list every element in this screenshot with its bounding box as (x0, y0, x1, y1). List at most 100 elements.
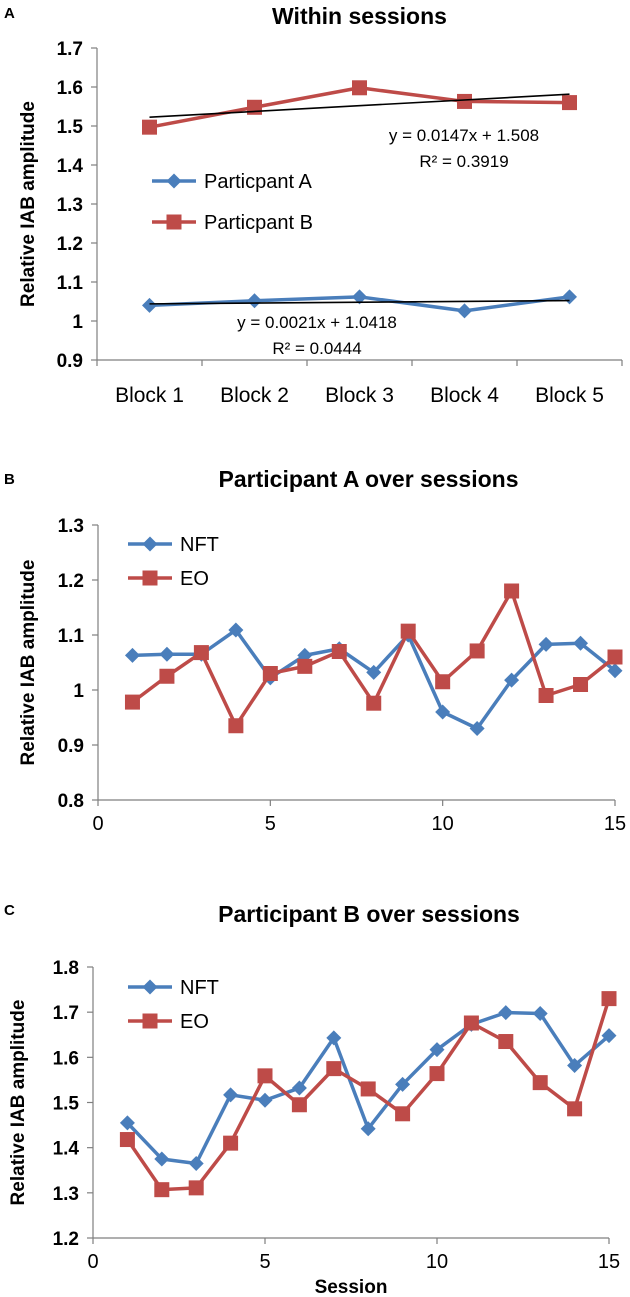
data-point (154, 1182, 170, 1198)
x-tick-label: Block 1 (115, 384, 184, 407)
legend-symbol-marker (166, 214, 182, 230)
legend-symbol-marker (166, 173, 182, 189)
trendline (149, 93, 570, 118)
chart-participant-b-over-sessions: C Participant B over sessions Relative IAB… (4, 901, 620, 1297)
data-point (532, 1006, 548, 1022)
data-point (331, 644, 347, 659)
data-point (435, 704, 451, 720)
x-tick-label: 15 (604, 813, 626, 835)
y-tick-label: 1.4 (57, 156, 84, 177)
data-point (573, 635, 589, 651)
data-point (463, 1015, 479, 1031)
y-tick-label: 1.5 (57, 117, 84, 138)
data-point (326, 1030, 342, 1046)
data-point (429, 1042, 445, 1058)
data-point (538, 688, 554, 703)
series-eo (124, 583, 623, 734)
data-point (395, 1106, 411, 1122)
data-point (366, 664, 382, 680)
data-point (498, 1005, 514, 1021)
x-tick-label: 0 (92, 813, 103, 835)
data-point (188, 1155, 204, 1171)
legend-symbol-marker (142, 1013, 158, 1029)
legend-label: Particpant A (204, 171, 313, 193)
data-point (395, 1076, 411, 1092)
trendline-equation: y = 0.0147x + 1.508 (389, 126, 539, 145)
legend-symbol-marker (142, 570, 158, 586)
x-axis-label: Session (320, 839, 393, 840)
series-nft (119, 1005, 617, 1171)
data-point (223, 1087, 239, 1103)
data-point (124, 694, 140, 710)
data-point (601, 991, 617, 1007)
data-point (247, 99, 262, 115)
data-point (567, 1057, 583, 1073)
data-point (193, 645, 209, 661)
data-point (562, 289, 577, 305)
y-tick-label: 0.9 (57, 351, 83, 372)
data-point (119, 1132, 135, 1148)
y-tick-label: 1.5 (53, 1094, 80, 1115)
data-point (504, 583, 520, 599)
y-tick-label: 1.3 (58, 516, 84, 537)
data-point (601, 1028, 617, 1044)
y-tick-label: 1.4 (53, 1139, 80, 1160)
x-tick-label: Block 4 (430, 384, 499, 407)
data-point (188, 1180, 204, 1196)
x-axis-label: Session (315, 1277, 388, 1297)
legend-symbol-marker (142, 536, 158, 552)
legend-label: NFT (180, 534, 219, 556)
legend-label: Particpant B (204, 212, 313, 234)
series-eo (119, 991, 617, 1198)
y-axis-label: Relative IAB amplitude (18, 101, 39, 307)
trendline-r2: R² = 0.0444 (272, 339, 361, 358)
data-point (607, 663, 623, 679)
data-point (262, 666, 278, 681)
legend-label: EO (180, 1011, 209, 1033)
y-tick-label: 1 (72, 312, 83, 333)
data-point (366, 695, 382, 711)
x-tick-label: 10 (426, 1251, 448, 1273)
trendline (149, 299, 570, 305)
data-point (142, 297, 157, 313)
y-tick-label: 1.6 (53, 1048, 79, 1069)
x-tick-label: 10 (432, 813, 454, 835)
trendline-equation: y = 0.0021x + 1.0418 (237, 313, 397, 332)
data-point (228, 622, 244, 638)
chart-participant-a-over-sessions: B Participant A over sessions Relative IAB… (4, 466, 626, 840)
chart-title: Participant A over sessions (219, 466, 519, 492)
data-point (119, 1115, 135, 1131)
x-tick-label: Block 2 (220, 384, 289, 407)
x-tick-label: Block 3 (325, 384, 394, 407)
data-point (429, 1066, 445, 1082)
y-tick-label: 0.8 (58, 791, 84, 812)
data-point (567, 1101, 583, 1117)
data-point (504, 672, 520, 688)
y-tick-label: 1.8 (53, 958, 79, 979)
data-point (498, 1034, 514, 1050)
data-point (142, 119, 157, 135)
legend-symbol-marker (142, 979, 158, 995)
data-point (457, 303, 472, 319)
panel-letter: A (4, 5, 15, 22)
data-point (124, 647, 140, 663)
y-tick-label: 1 (73, 681, 84, 702)
data-point (532, 1075, 548, 1091)
y-tick-label: 1.7 (53, 1003, 79, 1024)
data-point (400, 623, 416, 639)
panel-letter: C (4, 902, 15, 919)
data-point (360, 1121, 376, 1137)
x-tick-label: 15 (598, 1251, 620, 1273)
y-tick-label: 1.2 (58, 571, 84, 592)
x-tick-label: Block 5 (535, 384, 604, 407)
data-point (291, 1097, 307, 1113)
data-point (228, 718, 244, 734)
series-nft (124, 622, 623, 736)
chart-within-sessions: A Within sessions Relative IAB amplitude 0.… (4, 3, 623, 407)
y-tick-label: 1.2 (53, 1229, 79, 1250)
y-tick-label: 1.1 (58, 626, 85, 647)
y-axis-label: Relative IAB amplitude (18, 560, 39, 766)
y-tick-label: 1.1 (57, 273, 84, 294)
data-point (326, 1061, 342, 1077)
